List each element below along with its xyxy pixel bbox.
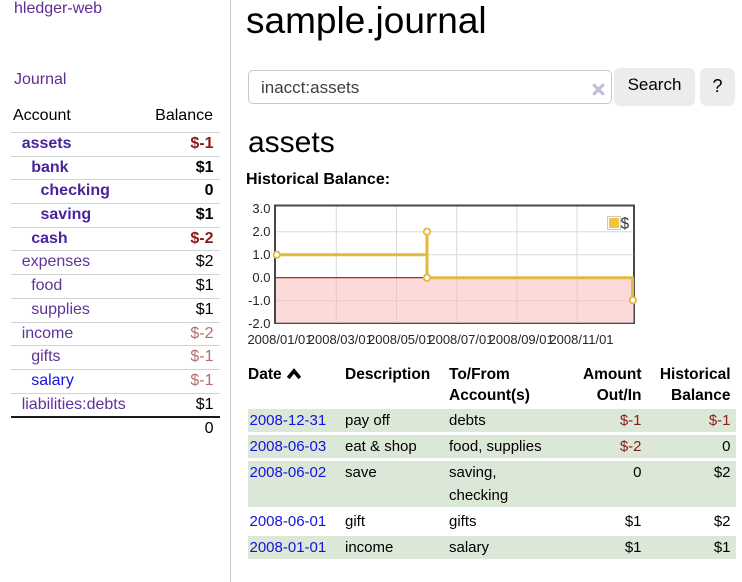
svg-text:2008/03/01: 2008/03/01 [308, 332, 373, 347]
svg-text:-2.0: -2.0 [248, 316, 270, 331]
svg-text:2008/11/01: 2008/11/01 [549, 332, 613, 347]
svg-text:2.0: 2.0 [252, 224, 270, 239]
svg-text:1.0: 1.0 [252, 247, 270, 262]
svg-text:$: $ [621, 216, 630, 233]
svg-text:-1.0: -1.0 [248, 293, 270, 308]
svg-text:0.0: 0.0 [252, 270, 270, 285]
svg-text:3.0: 3.0 [252, 201, 270, 216]
svg-text:2008/09/01: 2008/09/01 [489, 332, 554, 347]
svg-text:2008/07/01: 2008/07/01 [428, 332, 493, 347]
svg-text:2008/01/01: 2008/01/01 [247, 332, 312, 347]
svg-text:2008/05/01: 2008/05/01 [368, 332, 433, 347]
